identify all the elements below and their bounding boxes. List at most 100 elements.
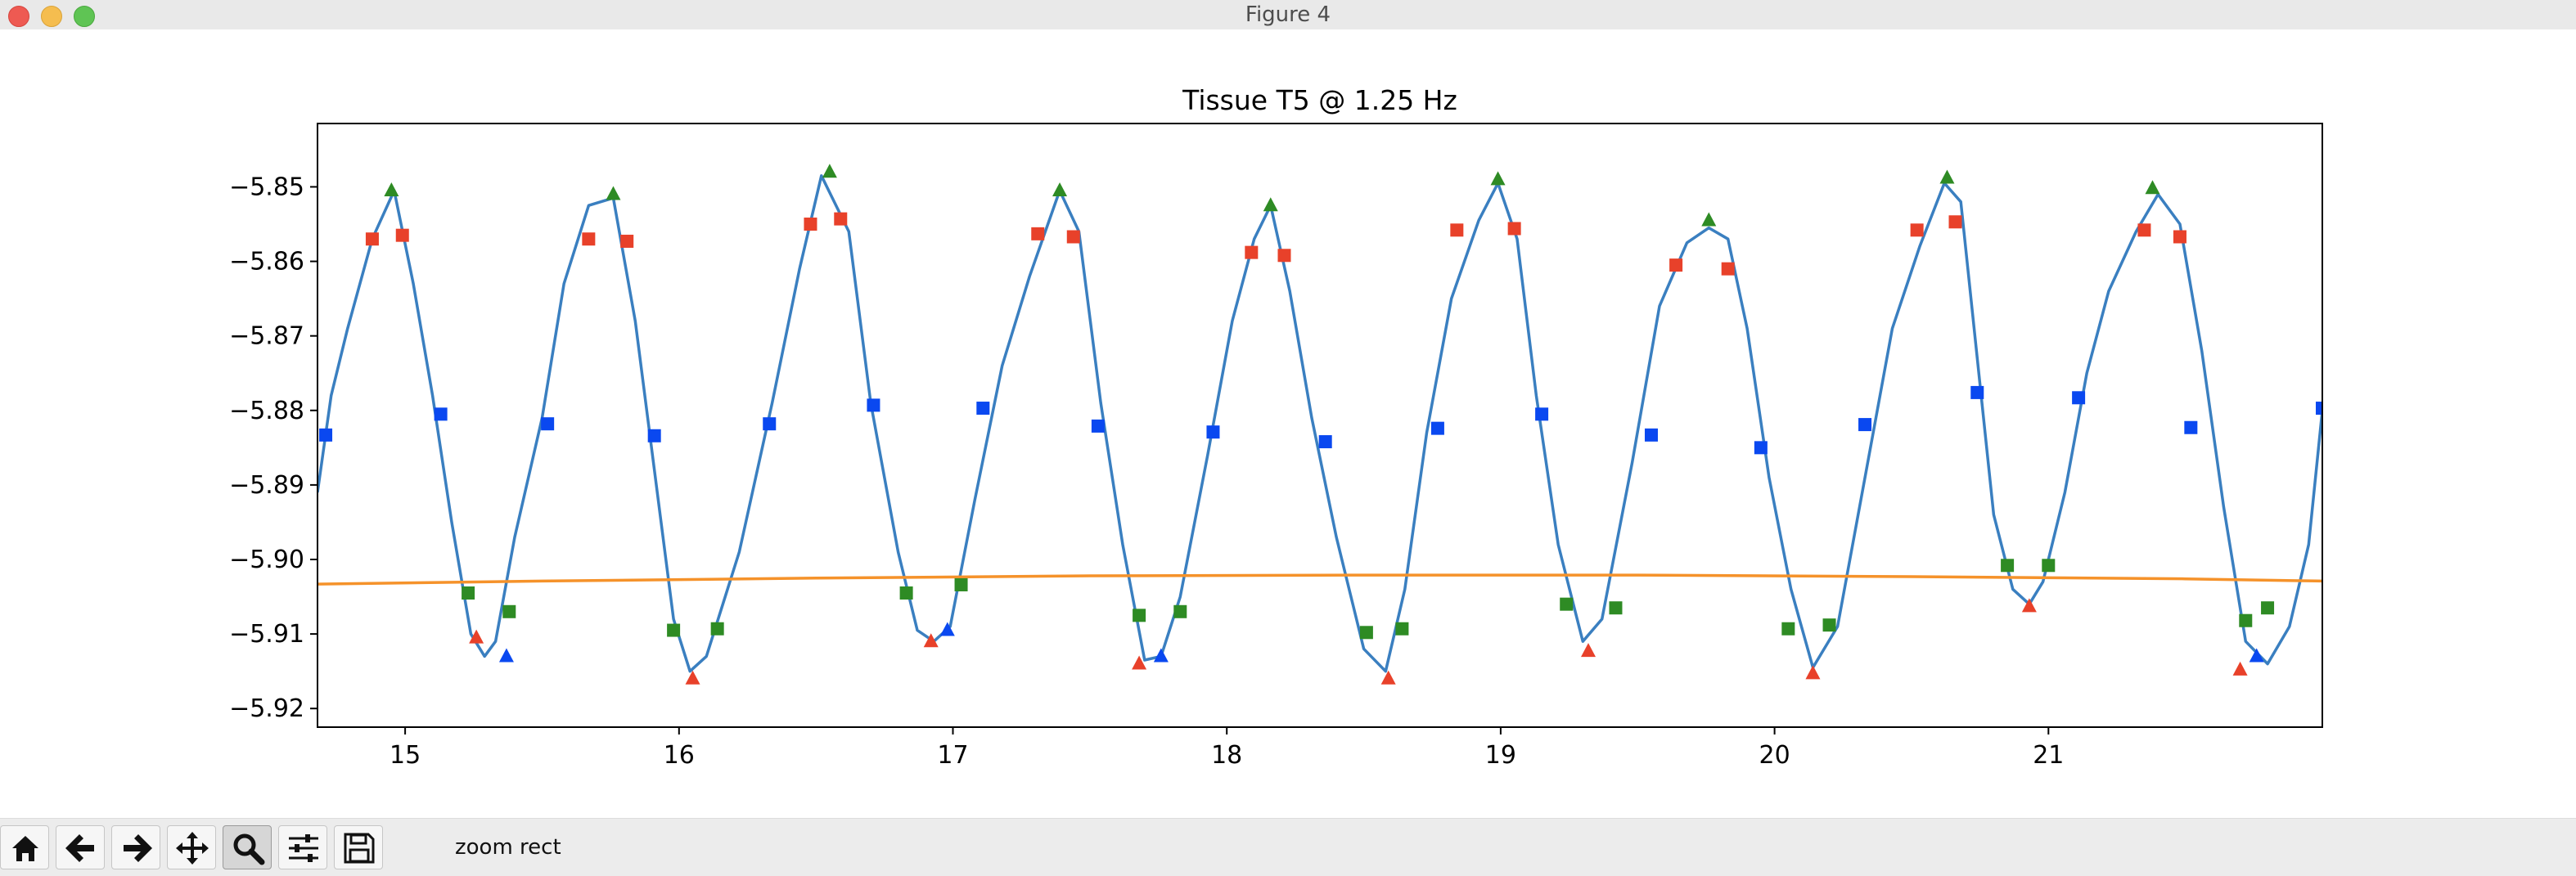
zoom-button[interactable] xyxy=(223,825,272,869)
triangle-marker xyxy=(939,622,955,636)
close-window-button[interactable] xyxy=(8,6,29,27)
square-marker xyxy=(1173,604,1187,618)
square-marker xyxy=(1970,385,1984,399)
triangle-marker xyxy=(1153,648,1169,663)
floppy-disk-icon xyxy=(344,833,375,864)
square-marker xyxy=(1430,421,1444,435)
arrow-left-icon xyxy=(65,834,94,862)
x-tick-label: 20 xyxy=(1759,741,1790,770)
square-marker xyxy=(1206,425,1220,439)
triangle-marker xyxy=(1132,655,1147,670)
square-marker xyxy=(1277,249,1291,263)
square-marker xyxy=(667,623,681,637)
y-tick-label: −5.88 xyxy=(229,397,304,425)
square-marker xyxy=(2001,559,2015,573)
series-layer xyxy=(317,164,2322,685)
square-marker xyxy=(1245,245,1259,259)
y-tick-label: −5.92 xyxy=(229,694,304,723)
triangle-marker xyxy=(2021,598,2037,613)
square-marker xyxy=(647,429,661,442)
square-marker xyxy=(620,234,634,248)
square-marker xyxy=(1450,223,1464,237)
square-marker xyxy=(395,228,409,242)
arrow-right-icon xyxy=(124,834,152,862)
square-marker xyxy=(1781,622,1795,636)
series-line-0 xyxy=(317,174,2322,673)
toolbar-status-text: zoom rect xyxy=(455,835,561,860)
square-marker xyxy=(2184,420,2198,434)
triangle-marker xyxy=(606,186,621,200)
triangle-marker xyxy=(2249,648,2264,663)
navigation-toolbar: zoom rect xyxy=(0,818,2576,876)
square-marker xyxy=(834,212,848,226)
square-marker xyxy=(763,417,777,431)
move-icon xyxy=(176,832,209,865)
maximize-window-button[interactable] xyxy=(74,6,95,27)
forward-button[interactable] xyxy=(111,825,160,869)
square-marker xyxy=(710,622,724,636)
triangle-marker xyxy=(1380,670,1396,685)
triangle-marker xyxy=(384,182,399,196)
chart-title: Tissue T5 @ 1.25 Hz xyxy=(1182,84,1457,116)
square-marker xyxy=(1359,626,1373,640)
square-marker xyxy=(319,428,333,442)
square-marker xyxy=(1754,441,1768,455)
x-tick-label: 18 xyxy=(1211,741,1242,770)
square-marker xyxy=(804,218,817,231)
figure-canvas[interactable]: Tissue T5 @ 1.25 Hz 15 16 17 18 19 20 21 −5.85 −… xyxy=(0,29,2576,818)
series-line-1 xyxy=(317,573,2322,586)
back-button[interactable] xyxy=(56,825,105,869)
triangle-marker xyxy=(1052,182,1068,196)
y-tick-label: −5.89 xyxy=(229,471,304,500)
triangle-marker xyxy=(1939,169,1955,184)
triangle-marker xyxy=(1701,212,1717,227)
square-marker xyxy=(976,402,990,416)
square-marker xyxy=(2261,601,2275,615)
home-icon xyxy=(12,836,38,861)
triangle-marker xyxy=(1490,171,1506,186)
square-marker xyxy=(434,407,448,421)
triangle-marker xyxy=(498,648,514,663)
x-tick-label: 15 xyxy=(390,741,421,770)
square-marker xyxy=(1535,407,1549,421)
home-button[interactable] xyxy=(0,825,49,869)
pan-button[interactable] xyxy=(167,825,216,869)
triangle-marker xyxy=(685,670,700,685)
square-marker xyxy=(1858,418,1872,432)
square-marker xyxy=(1669,258,1683,272)
square-marker xyxy=(1822,618,1836,632)
x-tick-label: 17 xyxy=(937,741,968,770)
square-marker xyxy=(899,586,913,600)
triangle-marker xyxy=(923,633,939,648)
square-marker xyxy=(541,417,555,431)
configure-subplots-button[interactable] xyxy=(278,825,327,869)
square-marker xyxy=(582,232,596,246)
minimize-window-button[interactable] xyxy=(41,6,62,27)
y-tick-label: −5.90 xyxy=(229,546,304,574)
triangle-marker xyxy=(2232,661,2248,676)
x-tick-label: 21 xyxy=(2033,741,2064,770)
triangle-marker xyxy=(822,164,837,178)
sliders-icon xyxy=(289,834,318,862)
triangle-marker xyxy=(469,629,484,644)
triangle-marker xyxy=(1581,643,1596,658)
square-marker xyxy=(462,586,475,600)
save-button[interactable] xyxy=(334,825,383,869)
square-marker xyxy=(2042,559,2056,573)
triangle-marker xyxy=(2145,180,2160,195)
square-marker xyxy=(1066,230,1080,244)
square-marker xyxy=(1721,262,1735,276)
y-tick-label: −5.91 xyxy=(229,620,304,649)
square-marker xyxy=(1395,622,1409,636)
square-marker xyxy=(1031,227,1045,240)
line-chart: Tissue T5 @ 1.25 Hz 15 16 17 18 19 20 21 −5.85 −… xyxy=(229,84,2323,770)
square-marker xyxy=(365,232,379,246)
square-marker xyxy=(2316,402,2322,416)
x-tick-label: 19 xyxy=(1485,741,1516,770)
y-tick-label: −5.85 xyxy=(229,173,304,201)
y-tick-label: −5.86 xyxy=(229,248,304,276)
square-marker xyxy=(502,604,516,618)
y-tick-label: −5.87 xyxy=(229,322,304,351)
square-marker xyxy=(2239,613,2253,627)
triangle-marker xyxy=(1805,665,1821,680)
